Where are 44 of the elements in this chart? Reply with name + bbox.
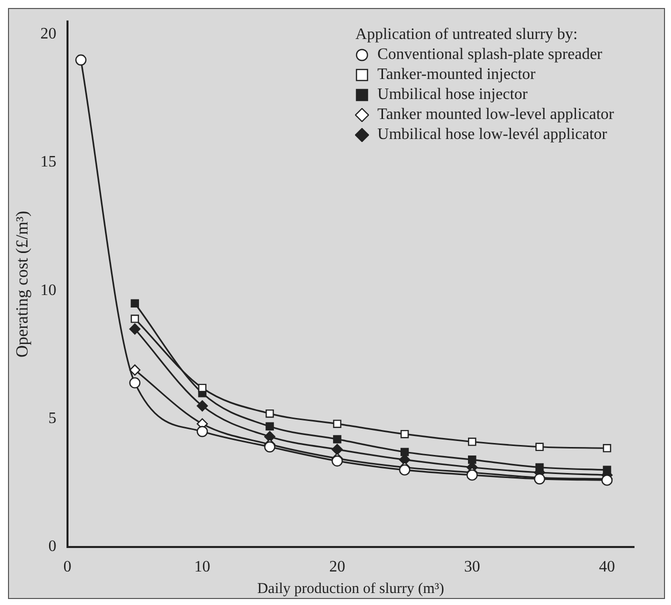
y-tick-label: 10	[40, 282, 56, 299]
point	[399, 464, 410, 476]
point	[400, 448, 409, 456]
point	[332, 455, 343, 467]
y-tick-label: 0	[48, 538, 56, 556]
point	[602, 466, 612, 474]
x-tick-label: 30	[464, 558, 480, 576]
y-tick-label: 20	[40, 26, 56, 43]
point	[468, 456, 476, 464]
point	[266, 422, 274, 431]
point	[602, 444, 612, 452]
point	[535, 463, 544, 472]
point	[333, 420, 342, 428]
legend-label: Tanker-mounted injector	[377, 65, 536, 85]
x-axis-title: Daily production of slurry (m³)	[257, 580, 444, 597]
point	[130, 299, 139, 308]
point	[466, 469, 478, 481]
point	[196, 426, 208, 438]
legend-label: Tanker mounted low-level applicator	[377, 105, 614, 125]
point	[196, 400, 208, 412]
point	[75, 54, 86, 66]
legend-label: Umbilical hose injector	[377, 85, 528, 105]
x-tick-label: 40	[599, 558, 616, 576]
point	[400, 430, 409, 438]
point	[332, 444, 343, 456]
point	[129, 364, 140, 376]
point	[266, 409, 274, 418]
legend-title: Application of untreated slurry by:	[355, 25, 579, 45]
legend-label: Umbilical hose low-levél applicator	[377, 125, 608, 145]
legend-label: Conventional splash-plate spreader	[377, 45, 602, 65]
point	[264, 441, 276, 452]
y-tick-label: 15	[40, 154, 56, 171]
x-tick-label: 0	[63, 558, 72, 576]
x-tick-label: 10	[194, 558, 210, 576]
point	[198, 384, 206, 392]
y-tick-label: 5	[48, 410, 56, 427]
point	[333, 435, 342, 444]
point	[535, 442, 544, 452]
point	[130, 314, 139, 323]
point	[468, 438, 476, 446]
x-tick-label: 20	[329, 558, 346, 576]
y-axis-title: Operating cost (£/m³)	[12, 210, 32, 358]
point	[129, 323, 140, 335]
point	[129, 377, 140, 388]
